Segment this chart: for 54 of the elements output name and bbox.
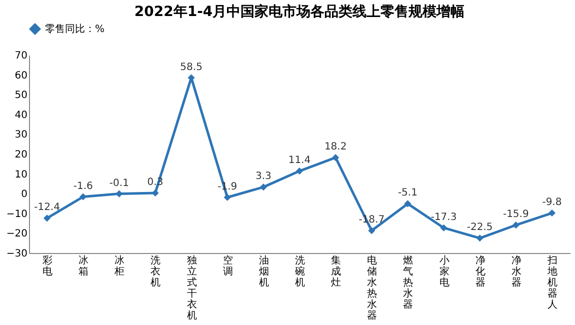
- data-label: 58.5: [180, 62, 202, 73]
- y-tick-label: 20: [14, 150, 28, 160]
- point: [296, 167, 304, 175]
- point: [368, 227, 376, 234]
- data-label: -12.4: [34, 202, 60, 214]
- data-label: 11.4: [288, 155, 311, 166]
- y-tick-label: 60: [14, 70, 28, 82]
- data-label: 18.2: [324, 142, 347, 153]
- y-tick-label: −20: [6, 228, 28, 240]
- y-tick-label: 0: [21, 189, 28, 200]
- data-label: -0.1: [109, 178, 129, 189]
- x-tick-label: 小家电: [439, 254, 450, 288]
- point: [548, 209, 556, 217]
- point: [476, 234, 484, 242]
- x-tick-label: 冰箱: [78, 254, 89, 278]
- chart-title: 2022年1-4月中国家电市场各品类线上零售规模增幅: [134, 3, 465, 20]
- point: [116, 190, 123, 198]
- point: [80, 193, 87, 200]
- x-tick-label: 燃气热水器: [403, 254, 414, 310]
- x-tick-label: 独立式干衣机: [186, 254, 197, 322]
- data-label: -5.1: [398, 188, 418, 199]
- y-tick-label: −10: [6, 208, 28, 220]
- data-label: -15.9: [502, 209, 529, 220]
- data-label: -22.5: [466, 222, 493, 234]
- y-tick-label: 40: [14, 110, 28, 121]
- x-tick-label: 集成灶: [331, 254, 342, 288]
- x-tick-label: 净水器: [511, 254, 522, 288]
- x-tick-label: 空调: [222, 254, 233, 278]
- legend-label: 零售同比：%: [45, 23, 105, 35]
- y-tick-label: 10: [14, 169, 28, 180]
- data-label: -17.3: [430, 212, 457, 223]
- y-tick-label: 50: [14, 90, 28, 102]
- point: [512, 222, 520, 229]
- x-tick-label: 彩电: [42, 254, 53, 278]
- y-tick-label: 30: [14, 130, 28, 141]
- x-tick-label: 扫地机器人: [546, 254, 558, 310]
- point: [152, 189, 159, 197]
- point: [332, 154, 340, 162]
- x-tick-label: 净化器: [475, 254, 486, 288]
- x-tick-label: 油烟机: [258, 254, 269, 288]
- data-label: -1.6: [73, 180, 93, 192]
- point: [404, 200, 412, 208]
- data-label: 3.3: [255, 171, 272, 182]
- point: [260, 184, 267, 191]
- x-tick-label: 洗衣机: [150, 254, 161, 288]
- point: [440, 224, 448, 232]
- y-tick-label: 70: [14, 50, 28, 62]
- x-tick-label: 洗碗机: [295, 254, 305, 288]
- data-label: -9.8: [542, 197, 562, 208]
- x-tick-label: 冰柜: [114, 254, 125, 278]
- point: [224, 194, 231, 201]
- point: [43, 214, 51, 222]
- y-tick-label: −30: [6, 248, 28, 260]
- x-tick-label: 电储水热水器: [367, 254, 378, 322]
